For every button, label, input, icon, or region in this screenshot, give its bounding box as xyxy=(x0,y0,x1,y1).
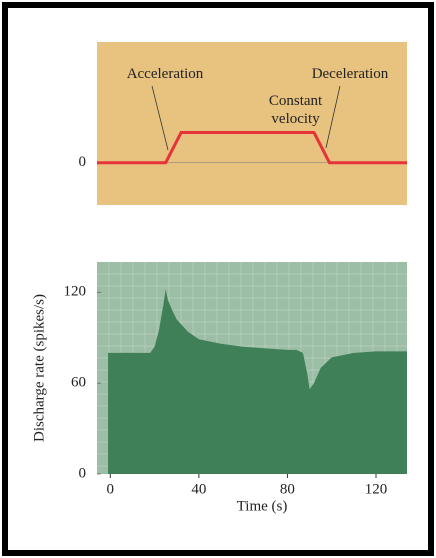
annotation-line: Deceleration xyxy=(312,66,389,82)
discharge-area xyxy=(108,289,408,474)
y-axis-label: Discharge rate (spikes/s) xyxy=(31,294,47,442)
y-tick-label: 120 xyxy=(64,284,87,300)
x-tick-label: 0 xyxy=(107,481,115,497)
annotation-line: Constant xyxy=(269,93,323,109)
x-tick-label: 40 xyxy=(191,481,206,497)
x-axis-label: Time (s) xyxy=(237,498,288,514)
x-tick-label: 120 xyxy=(365,481,388,497)
annotation: Deceleration xyxy=(312,66,389,82)
pointer xyxy=(325,85,341,149)
y-tick-label: 0 xyxy=(79,154,87,170)
x-tick-label: 80 xyxy=(280,481,295,497)
annotation-line: Acceleration xyxy=(127,66,204,82)
velocity-line xyxy=(97,131,407,165)
pointer xyxy=(151,85,169,151)
annotation-line: velocity xyxy=(271,111,320,127)
y-tick-label: 60 xyxy=(71,375,86,391)
annotation: Acceleration xyxy=(127,66,204,82)
annotation: Constant velocity xyxy=(269,93,323,127)
y-tick-label: 0 xyxy=(79,465,87,481)
plot-background xyxy=(97,42,407,205)
